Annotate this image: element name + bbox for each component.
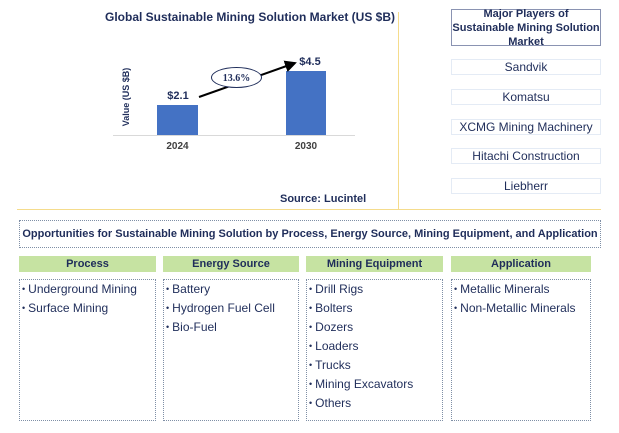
major-players-title: Major Players of Sustainable Mining Solu… xyxy=(451,7,601,48)
list-item: Battery xyxy=(166,281,298,300)
list-item: Surface Mining xyxy=(22,300,155,319)
list-item: Metallic Minerals xyxy=(454,281,590,300)
chart-title: Global Sustainable Mining Solution Marke… xyxy=(104,10,396,24)
x-tick-2030: 2030 xyxy=(294,141,318,152)
opportunities-title: Opportunities for Sustainable Mining Sol… xyxy=(19,220,601,248)
player-xcmg: XCMG Mining Machinery xyxy=(451,119,601,135)
list-item: Non-Metallic Minerals xyxy=(454,300,590,319)
list-item: Mining Excavators xyxy=(309,376,442,395)
y-axis-label: Value (US $B) xyxy=(121,67,131,127)
category-list-energy-source: Battery Hydrogen Fuel Cell Bio-Fuel xyxy=(163,279,299,421)
category-list-mining-equipment: Drill Rigs Bolters Dozers Loaders Trucks… xyxy=(306,279,443,421)
bar-2024 xyxy=(157,105,198,135)
list-item: Dozers xyxy=(309,319,442,338)
category-header-energy-source: Energy Source xyxy=(163,256,299,272)
player-sandvik: Sandvik xyxy=(451,59,601,75)
category-header-application: Application xyxy=(451,256,591,272)
category-header-mining-equipment: Mining Equipment xyxy=(306,256,443,272)
cagr-ellipse: 13.6% xyxy=(211,67,262,88)
vertical-divider xyxy=(398,12,399,210)
category-header-process: Process xyxy=(19,256,156,272)
list-item: Bio-Fuel xyxy=(166,319,298,338)
player-liebherr: Liebherr xyxy=(451,178,601,194)
list-item: Hydrogen Fuel Cell xyxy=(166,300,298,319)
x-tick-2024: 2024 xyxy=(166,141,189,152)
horizontal-divider xyxy=(17,209,601,210)
list-item: Bolters xyxy=(309,300,442,319)
player-hitachi: Hitachi Construction xyxy=(451,148,601,164)
source-label: Source: Lucintel xyxy=(280,193,367,205)
player-komatsu: Komatsu xyxy=(451,89,601,105)
category-list-application: Metallic Minerals Non-Metallic Minerals xyxy=(451,279,591,421)
list-item: Others xyxy=(309,395,442,414)
list-item: Trucks xyxy=(309,357,442,376)
major-players-title-text: Major Players of Sustainable Mining Solu… xyxy=(452,7,600,48)
x-axis-line xyxy=(113,135,355,136)
category-list-process: Underground Mining Surface Mining xyxy=(19,279,156,421)
list-item: Underground Mining xyxy=(22,281,155,300)
bar-2030 xyxy=(286,71,326,135)
bar-value-label-2024: $2.1 xyxy=(167,90,189,102)
list-item: Loaders xyxy=(309,338,442,357)
list-item: Drill Rigs xyxy=(309,281,442,300)
bar-value-label-2030: $4.5 xyxy=(299,56,321,68)
